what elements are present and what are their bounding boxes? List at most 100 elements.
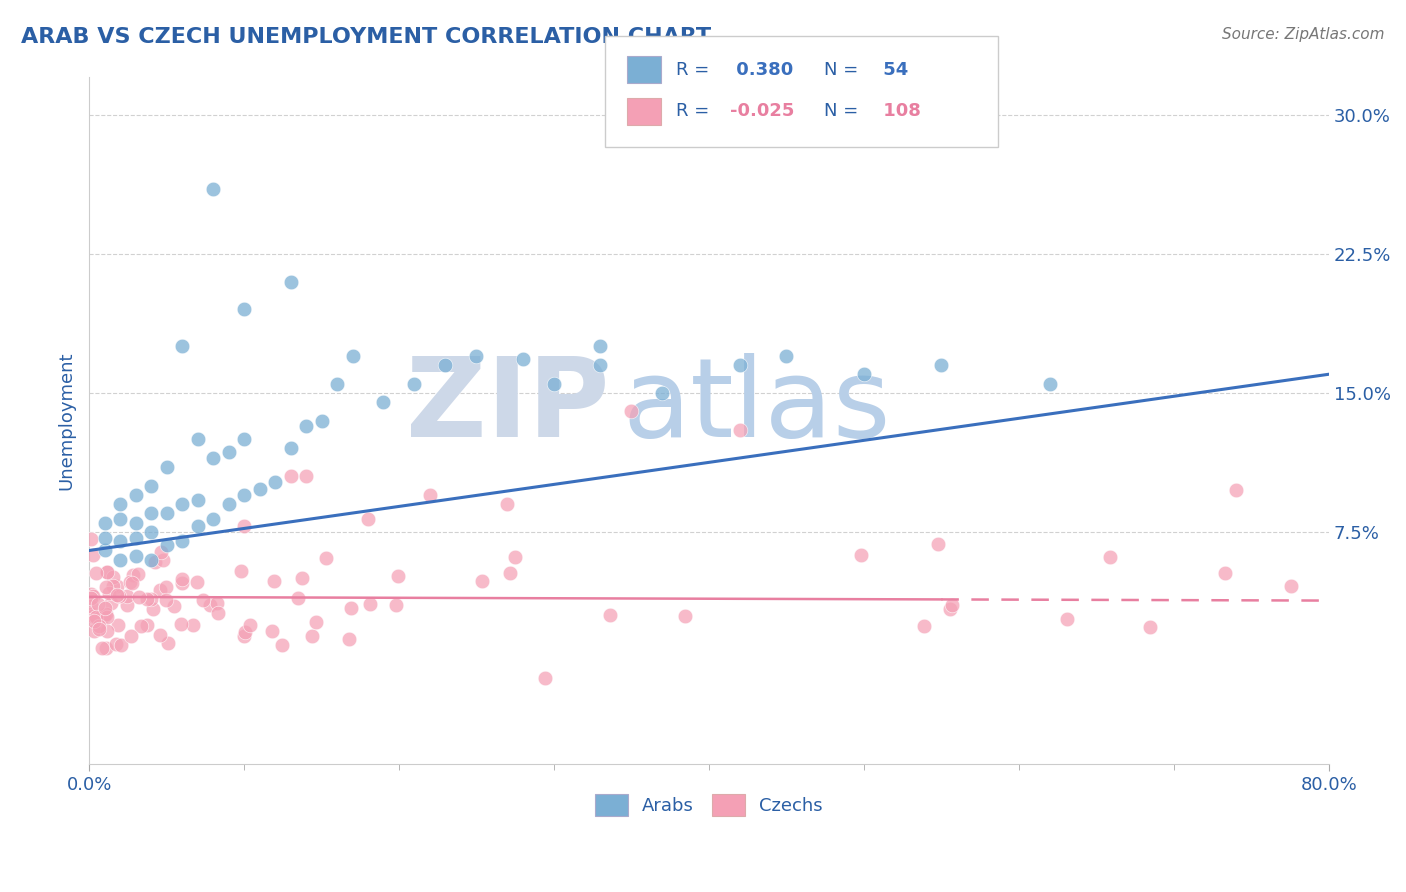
Point: [128, 590, 150, 604]
Point: [239, 618, 262, 632]
Point: [124, 516, 146, 530]
Point: [124, 488, 146, 502]
Point: [139, 553, 162, 567]
Point: [419, 488, 441, 502]
Point: [260, 624, 283, 638]
Point: [94, 641, 117, 656]
Point: [96, 607, 118, 621]
Point: [139, 524, 162, 539]
Point: [181, 618, 204, 632]
Text: -0.025: -0.025: [730, 103, 794, 120]
Point: [96, 566, 118, 580]
Point: [104, 637, 127, 651]
Point: [465, 349, 488, 363]
Point: [207, 596, 229, 610]
Point: [651, 385, 673, 400]
Point: [83, 624, 105, 639]
Point: [340, 601, 363, 615]
Point: [139, 507, 162, 521]
Point: [1098, 550, 1121, 565]
Point: [107, 618, 129, 632]
Point: [83, 614, 105, 628]
Point: [931, 358, 953, 372]
Point: [512, 352, 534, 367]
Point: [280, 469, 302, 483]
Point: [543, 376, 565, 391]
Point: [385, 599, 408, 613]
Point: [533, 671, 555, 685]
Point: [124, 531, 146, 545]
Point: [852, 368, 875, 382]
Point: [263, 574, 285, 588]
Point: [149, 628, 172, 642]
Point: [91, 640, 114, 655]
Point: [170, 616, 193, 631]
Point: [295, 469, 318, 483]
Point: [94, 580, 117, 594]
Point: [1225, 483, 1247, 498]
Text: N =: N =: [824, 61, 858, 78]
Point: [80, 607, 103, 621]
Point: [186, 493, 208, 508]
Text: R =: R =: [676, 61, 710, 78]
Point: [728, 358, 751, 372]
Point: [499, 566, 522, 581]
Point: [198, 598, 221, 612]
Point: [599, 608, 621, 623]
Point: [115, 589, 138, 603]
Point: [155, 460, 177, 475]
Point: [93, 608, 115, 623]
Point: [108, 553, 131, 567]
Point: [675, 608, 697, 623]
Point: [186, 575, 208, 590]
Point: [315, 551, 337, 566]
Text: ZIP: ZIP: [406, 353, 610, 460]
Point: [249, 483, 271, 497]
Point: [342, 349, 364, 363]
Point: [122, 568, 145, 582]
Point: [589, 339, 612, 353]
Point: [1056, 612, 1078, 626]
Point: [434, 358, 457, 372]
Point: [136, 618, 159, 632]
Legend: Arabs, Czechs: Arabs, Czechs: [588, 787, 830, 823]
Text: 108: 108: [877, 103, 921, 120]
Point: [121, 575, 143, 590]
Point: [218, 445, 240, 459]
Point: [941, 598, 963, 612]
Point: [87, 622, 110, 636]
Point: [105, 588, 128, 602]
Point: [89, 619, 111, 633]
Point: [233, 488, 256, 502]
Point: [191, 592, 214, 607]
Point: [280, 275, 302, 289]
Point: [84, 609, 107, 624]
Point: [326, 376, 349, 391]
Point: [218, 497, 240, 511]
Point: [620, 404, 643, 418]
Point: [163, 599, 186, 613]
Point: [170, 573, 193, 587]
Point: [120, 629, 142, 643]
Point: [301, 629, 323, 643]
Point: [87, 597, 110, 611]
Point: [80, 586, 103, 600]
Point: [84, 566, 107, 580]
Point: [152, 553, 174, 567]
Point: [79, 599, 101, 614]
Point: [96, 610, 118, 624]
Point: [505, 549, 527, 564]
Point: [359, 597, 381, 611]
Point: [170, 339, 193, 353]
Point: [82, 609, 104, 624]
Text: R =: R =: [676, 103, 710, 120]
Point: [107, 589, 129, 603]
Text: N =: N =: [824, 103, 858, 120]
Point: [142, 601, 165, 615]
Point: [139, 478, 162, 492]
Point: [155, 538, 177, 552]
Point: [103, 579, 125, 593]
Point: [233, 624, 256, 639]
Point: [149, 582, 172, 597]
Point: [1139, 620, 1161, 634]
